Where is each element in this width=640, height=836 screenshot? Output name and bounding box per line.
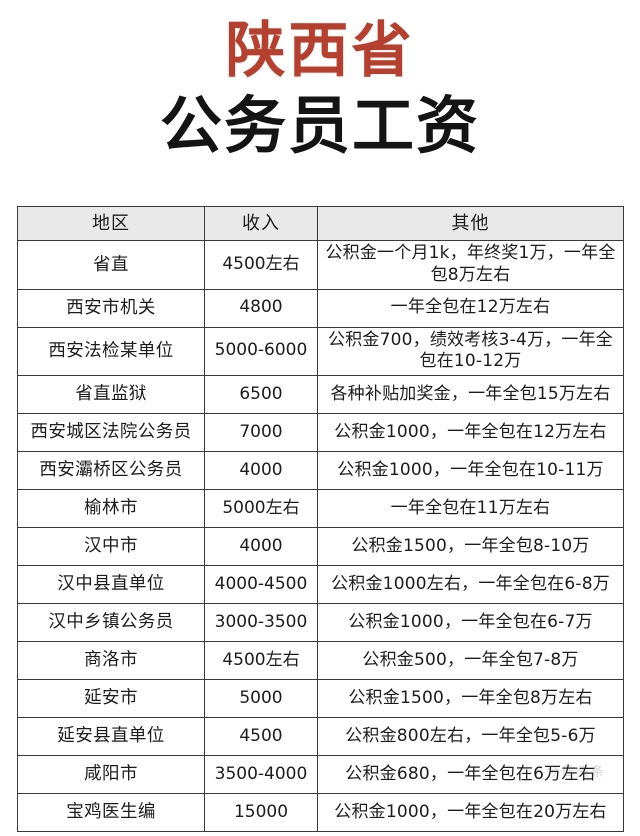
cell-income: 6500 bbox=[204, 375, 318, 414]
page-title-block: 陕西省 公务员工资 bbox=[0, 0, 640, 164]
cell-other: 公积金1000，一年全包在6-7万 bbox=[317, 603, 624, 642]
cell-income: 4800 bbox=[204, 288, 318, 328]
cell-income: 4000-4500 bbox=[204, 565, 318, 604]
cell-other: 公积金1500，一年全包8-10万 bbox=[317, 527, 624, 566]
table-row: 宝鸡医生编 15000 公积金1000，一年全包在20万左右 bbox=[17, 793, 624, 832]
table-row: 汉中市 4000 公积金1500，一年全包8-10万 bbox=[17, 527, 624, 566]
cell-region: 省直 bbox=[17, 240, 205, 290]
cell-income: 4000 bbox=[204, 527, 318, 566]
cell-other: 公积金1000，一年全包在10-11万 bbox=[317, 451, 624, 490]
table-row: 商洛市 4500左右 公积金500，一年全包7-8万 bbox=[17, 641, 624, 680]
table-row: 汉中乡镇公务员 3000-3500 公积金1000，一年全包在6-7万 bbox=[17, 603, 624, 642]
cell-income: 15000 bbox=[204, 793, 318, 832]
cell-other: 各种补贴加奖金，一年全包15万左右 bbox=[317, 375, 624, 414]
table-row: 西安市机关 4800 一年全包在12万左右 bbox=[17, 288, 624, 328]
cell-region: 西安市机关 bbox=[17, 288, 205, 328]
cell-region: 宝鸡医生编 bbox=[17, 793, 205, 832]
cell-income: 5000-6000 bbox=[204, 326, 318, 376]
column-header-other: 其他 bbox=[317, 206, 624, 241]
cell-income: 3500-4000 bbox=[204, 755, 318, 794]
cell-income: 5000 bbox=[204, 679, 318, 718]
cell-region: 榆林市 bbox=[17, 489, 205, 528]
cell-region: 西安法检某单位 bbox=[17, 326, 205, 376]
cell-other: 公积金一个月1k，年终奖1万，一年全包8万左右 bbox=[317, 240, 624, 290]
table-row: 西安城区法院公务员 7000 公积金1000，一年全包在12万左右 bbox=[17, 413, 624, 452]
page-title-subject: 公务员工资 bbox=[159, 89, 480, 162]
cell-other: 公积金1000，一年全包在20万左右 bbox=[317, 793, 624, 832]
cell-income: 4500 bbox=[204, 717, 318, 756]
cell-other: 一年全包在11万左右 bbox=[317, 489, 624, 528]
cell-income: 4000 bbox=[204, 451, 318, 490]
table-header-row: 地区 收入 其他 bbox=[17, 206, 624, 241]
column-header-region: 地区 bbox=[17, 206, 205, 241]
table-row: 西安灞桥区公务员 4000 公积金1000，一年全包在10-11万 bbox=[17, 451, 624, 490]
cell-region: 延安市 bbox=[17, 679, 205, 718]
table-header: 地区 收入 其他 bbox=[17, 206, 624, 241]
cell-other: 公积金1000左右，一年全包在6-8万 bbox=[317, 565, 624, 604]
page-title-province: 陕西省 bbox=[225, 16, 415, 86]
cell-region: 商洛市 bbox=[17, 641, 205, 680]
table-row: 省直监狱 6500 各种补贴加奖金，一年全包15万左右 bbox=[17, 375, 624, 414]
table-row: 榆林市 5000左右 一年全包在11万左右 bbox=[17, 489, 624, 528]
cell-income: 7000 bbox=[204, 413, 318, 452]
cell-income: 4500左右 bbox=[204, 240, 318, 290]
table-row: 省直 4500左右 公积金一个月1k，年终奖1万，一年全包8万左右 bbox=[17, 240, 624, 290]
column-header-income: 收入 bbox=[204, 206, 318, 241]
cell-other: 公积金500，一年全包7-8万 bbox=[317, 641, 624, 680]
cell-income: 3000-3500 bbox=[204, 603, 318, 642]
table-body: 省直 4500左右 公积金一个月1k，年终奖1万，一年全包8万左右 西安市机关 4800… bbox=[17, 240, 624, 832]
table-row: 延安市 5000 公积金1500，一年全包8万左右 bbox=[17, 679, 624, 718]
cell-region: 省直监狱 bbox=[17, 375, 205, 414]
cell-income: 4500左右 bbox=[204, 641, 318, 680]
cell-region: 咸阳市 bbox=[17, 755, 205, 794]
cell-other: 公积金700，绩效考核3-4万，一年全包在10-12万 bbox=[317, 326, 624, 376]
cell-other: 公积金680，一年全包在6万左右 bbox=[317, 755, 624, 794]
cell-other: 公积金1000，一年全包在12万左右 bbox=[317, 413, 624, 452]
table-row: 延安县直单位 4500 公积金800左右，一年全包5-6万 bbox=[17, 717, 624, 756]
cell-region: 汉中市 bbox=[17, 527, 205, 566]
cell-region: 西安灞桥区公务员 bbox=[17, 451, 205, 490]
cell-other: 一年全包在12万左右 bbox=[317, 288, 624, 328]
salary-table: 地区 收入 其他 省直 4500左右 公积金一个月1k，年终奖1万，一年全包8万左右… bbox=[17, 206, 624, 832]
table-row: 西安法检某单位 5000-6000 公积金700，绩效考核3-4万，一年全包在10-… bbox=[17, 326, 624, 376]
cell-region: 西安城区法院公务员 bbox=[17, 413, 205, 452]
cell-region: 汉中乡镇公务员 bbox=[17, 603, 205, 642]
cell-other: 公积金800左右，一年全包5-6万 bbox=[317, 717, 624, 756]
cell-region: 延安县直单位 bbox=[17, 717, 205, 756]
cell-region: 汉中县直单位 bbox=[17, 565, 205, 604]
cell-other: 公积金1500，一年全包8万左右 bbox=[317, 679, 624, 718]
salary-table-container: 地区 收入 其他 省直 4500左右 公积金一个月1k，年终奖1万，一年全包8万左右… bbox=[17, 206, 624, 832]
cell-income: 5000左右 bbox=[204, 489, 318, 528]
table-row: 汉中县直单位 4000-4500 公积金1000左右，一年全包在6-8万 bbox=[17, 565, 624, 604]
table-row: 咸阳市 3500-4000 公积金680，一年全包在6万左右 bbox=[17, 755, 624, 794]
